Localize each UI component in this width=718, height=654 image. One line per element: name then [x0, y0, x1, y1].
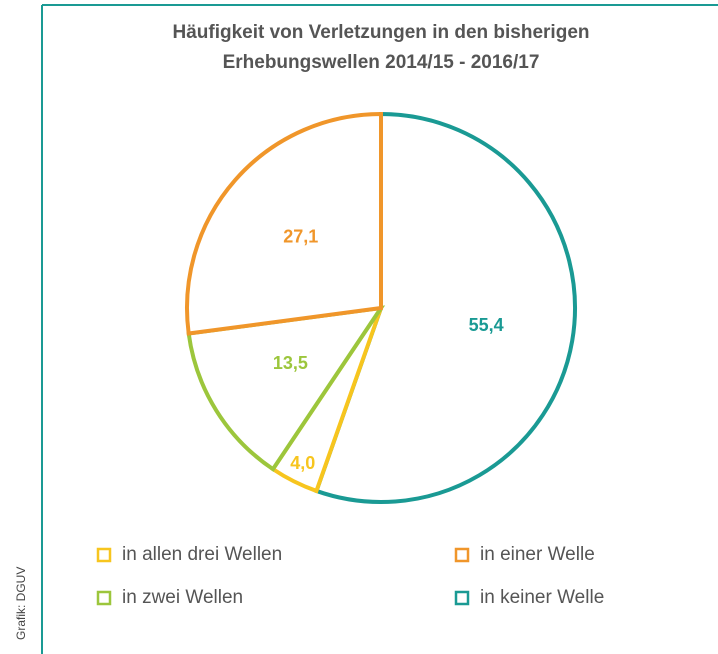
legend-swatch — [96, 547, 112, 563]
pie-slice — [185, 111, 383, 336]
legend-swatch — [454, 547, 470, 563]
pie-slice — [186, 305, 386, 472]
legend-label: in zwei Wellen — [122, 587, 243, 608]
source: Grafik: DGUV — [14, 567, 28, 640]
legend-swatch — [454, 590, 470, 606]
data-label: 4,0 — [290, 453, 315, 473]
legend-label: in keiner Welle — [480, 587, 604, 608]
legend-label: in allen drei Wellen — [122, 544, 282, 565]
data-label: 27,1 — [283, 226, 318, 246]
chart-title: Häufigkeit von Verletzungen in den bishe… — [172, 22, 590, 73]
data-label: 55,4 — [469, 315, 504, 335]
legend-swatch — [96, 590, 112, 606]
legend-label: in einer Welle — [480, 544, 595, 565]
data-label: 13,5 — [273, 353, 308, 373]
